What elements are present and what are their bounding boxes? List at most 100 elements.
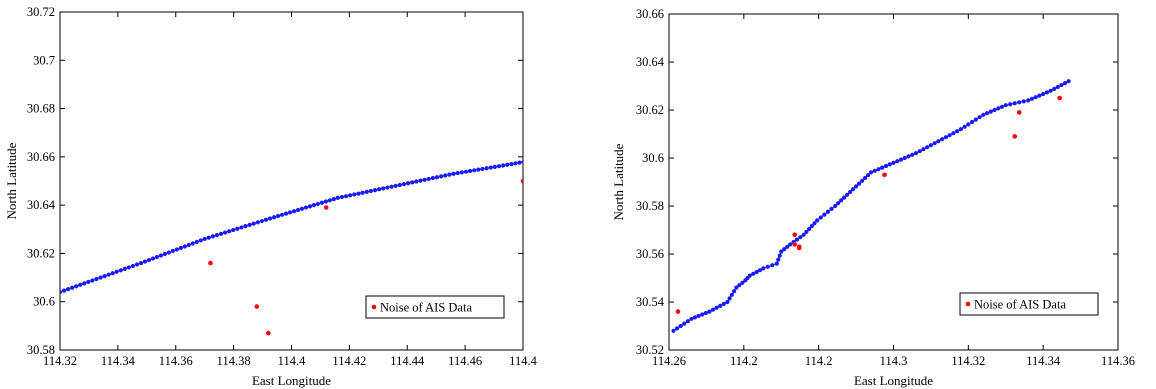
track-point (198, 238, 203, 243)
track-point (496, 164, 502, 169)
track-point (303, 205, 309, 210)
track-point (951, 97, 955, 101)
track-point (90, 278, 95, 283)
track-point (158, 253, 164, 258)
track-point (969, 119, 975, 125)
track-point (984, 111, 990, 116)
track-point (690, 137, 694, 141)
track-point (812, 114, 816, 118)
track-point (279, 212, 285, 217)
track-point (206, 235, 211, 240)
track-point (513, 161, 518, 166)
track-point (247, 222, 252, 227)
track-point (339, 194, 345, 200)
track-point (218, 231, 224, 236)
x-tick-label: 114.36 (1101, 354, 1135, 368)
track-point (764, 123, 768, 127)
data-layer (671, 79, 1071, 333)
track-point (877, 106, 881, 110)
track-point (1012, 101, 1017, 106)
x-tick-label: 114.2 (805, 354, 833, 368)
track-point (955, 97, 959, 101)
track-point (816, 114, 820, 118)
track-point (381, 186, 386, 191)
track-point (368, 188, 373, 194)
track-point (818, 215, 823, 220)
x-tick-label: 114.38 (217, 354, 251, 368)
track-point (1029, 96, 1035, 101)
track-point (809, 224, 814, 229)
track-point (372, 188, 378, 193)
track-point (812, 221, 817, 226)
track-point (86, 279, 91, 285)
track-point (263, 217, 269, 222)
track-point (554, 154, 558, 158)
track-point (779, 249, 784, 254)
track-point (936, 139, 941, 144)
track-point (940, 137, 945, 142)
x-tick-label: 114.32 (951, 354, 985, 368)
track-point (455, 170, 460, 176)
track-point (670, 140, 674, 144)
track-point (1026, 98, 1031, 103)
track-point (138, 260, 144, 266)
track-point (988, 109, 993, 114)
track-point (422, 177, 427, 182)
track-point (632, 144, 636, 148)
track-point (883, 163, 889, 169)
track-point (463, 169, 469, 174)
track-point (754, 269, 759, 275)
x-tick-label: 114.3 (880, 354, 908, 368)
noise-point (538, 184, 543, 189)
track-point (730, 130, 734, 134)
track-point (962, 124, 967, 129)
legend-label: Noise of AIS Data (974, 298, 1066, 312)
track-point (1048, 88, 1053, 93)
track-point (782, 247, 787, 252)
track-point (788, 242, 793, 247)
track-point (751, 271, 756, 276)
y-tick-label: 30.6 (33, 295, 55, 309)
track-point (872, 168, 877, 173)
track-point (1052, 86, 1057, 91)
track-point (272, 215, 277, 220)
track-point (214, 233, 220, 238)
track-point (770, 263, 775, 268)
track-point (913, 151, 919, 156)
x-tick-label: 114.36 (159, 354, 193, 368)
track-point (1003, 103, 1008, 108)
track-point (928, 143, 934, 148)
track-point (707, 309, 712, 314)
legend-marker (371, 304, 377, 310)
track-point (747, 127, 751, 131)
track-point (451, 171, 456, 176)
track-point (853, 184, 859, 189)
track-point (885, 105, 889, 109)
x-tick-label: 114.4 (509, 354, 537, 368)
track-point (820, 113, 824, 117)
track-point (951, 131, 956, 136)
track-point (521, 159, 523, 164)
track-point (291, 209, 297, 214)
track-point (530, 158, 534, 162)
track-point (845, 192, 850, 197)
track-point (377, 187, 382, 192)
track-point (692, 315, 698, 320)
track-point (739, 129, 743, 133)
track-point (348, 193, 353, 198)
track-point (822, 212, 827, 217)
track-point (414, 179, 419, 184)
track-point (1033, 95, 1038, 100)
noise-point (1012, 134, 1018, 139)
y-tick-label: 30.68 (27, 102, 55, 116)
track-point (829, 206, 834, 211)
y-tick-label: 30.58 (27, 343, 55, 357)
track-point (661, 141, 665, 145)
track-point (526, 159, 530, 163)
track-point (996, 106, 1001, 111)
track-point (578, 151, 582, 155)
track-point (570, 152, 574, 156)
track-point (947, 133, 952, 138)
track-point (710, 134, 714, 138)
track-point (800, 117, 804, 121)
